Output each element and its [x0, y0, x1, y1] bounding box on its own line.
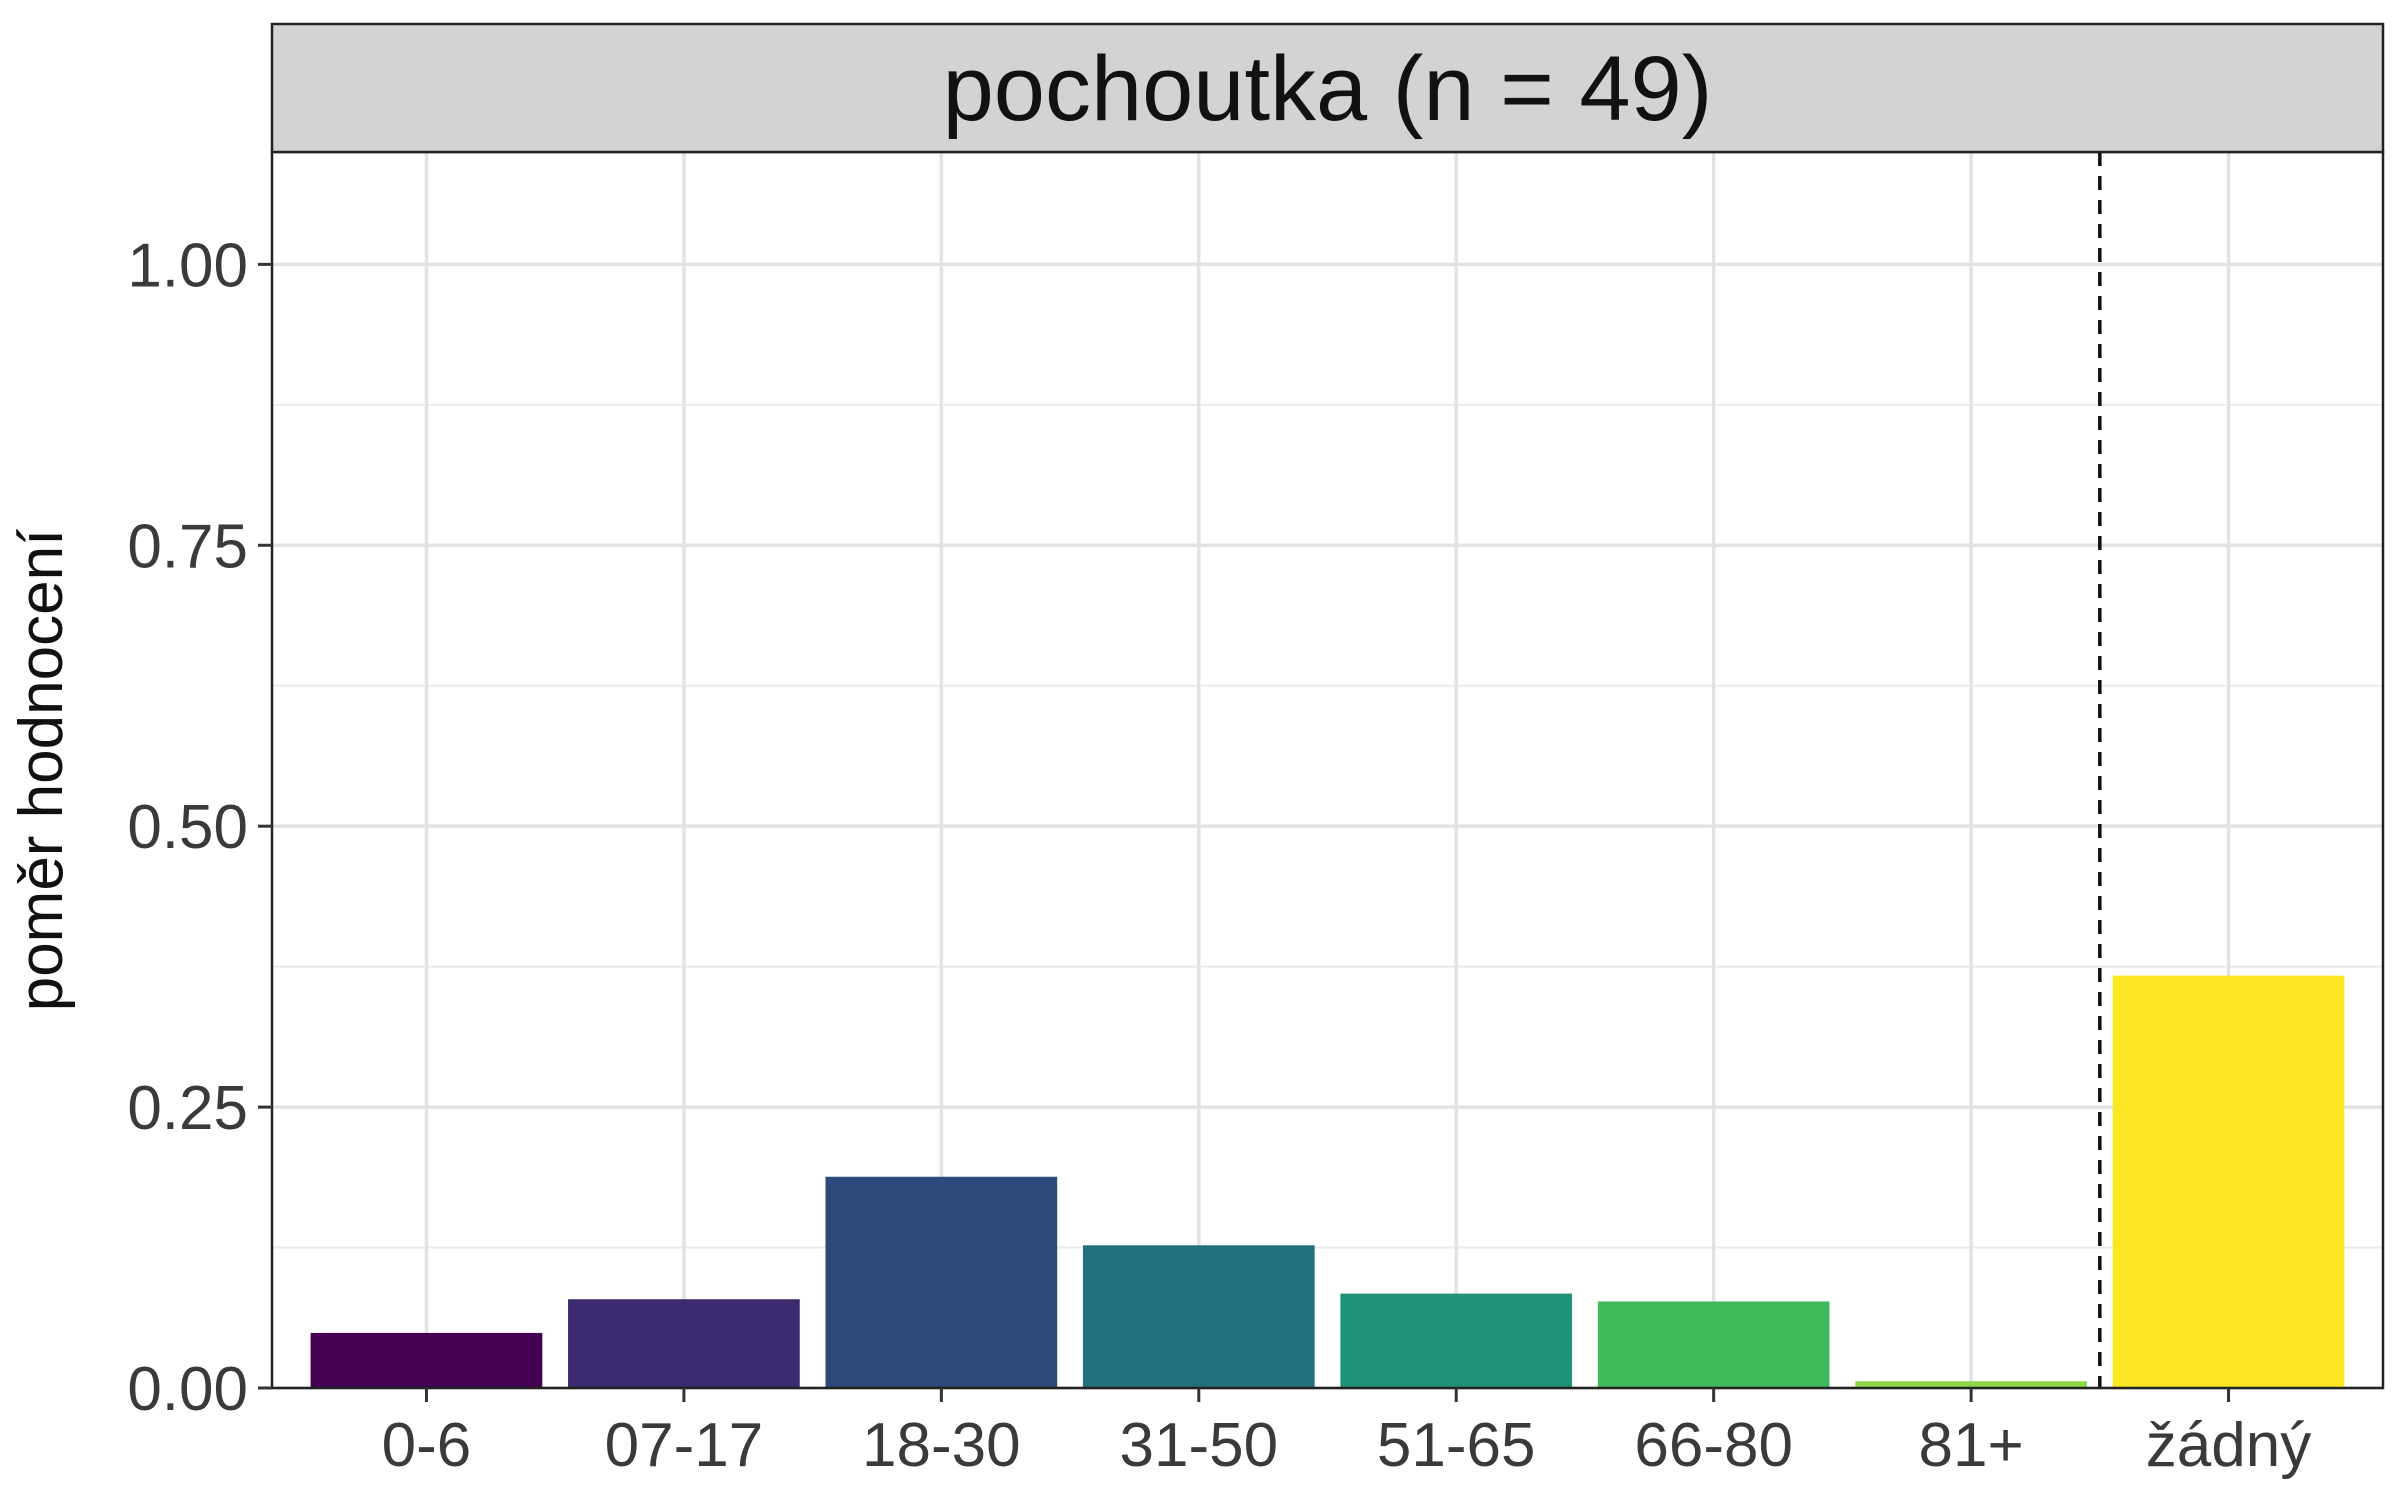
bar-66-80	[1597, 1301, 1830, 1388]
bar-18-30	[825, 1176, 1058, 1388]
gridlines	[272, 152, 2383, 1390]
x-tick-label: 66-80	[1634, 1411, 1793, 1480]
x-tick-label: žádný	[2146, 1411, 2311, 1480]
y-axis: 0.00 0.25 0.50 0.75 1.00	[127, 231, 272, 1424]
bar-81+	[1855, 1381, 2087, 1388]
facet-strip-background	[270, 22, 2385, 154]
x-tick-label: 51-65	[1377, 1411, 1536, 1480]
x-axis: 0-6 07-17 18-30 31-50 51-65 66-80 81+ žádný	[382, 1388, 2311, 1480]
bars	[310, 975, 2345, 1388]
y-tick-label: 0.25	[127, 1074, 248, 1143]
bar-07-17	[568, 1299, 800, 1388]
y-tick-label: 0.00	[127, 1355, 248, 1424]
x-tick-label: 81+	[1919, 1411, 2024, 1480]
y-tick-label: 1.00	[127, 231, 248, 300]
y-tick-label: 0.50	[127, 793, 248, 862]
x-tick-label: 07-17	[605, 1411, 764, 1480]
facet-strip: pochoutka (n = 49)	[270, 22, 2385, 154]
x-tick-label: 31-50	[1119, 1411, 1278, 1480]
bar-51-65	[1340, 1293, 1573, 1388]
bar-žádný	[2112, 975, 2345, 1388]
panel-border	[270, 150, 2385, 1390]
facet-title: pochoutka (n = 49)	[943, 38, 1713, 140]
y-tick-label: 0.75	[127, 512, 248, 581]
x-tick-label: 18-30	[862, 1411, 1021, 1480]
y-axis-title: poměr hodnocení	[7, 529, 76, 1012]
bar-31-50	[1082, 1245, 1315, 1388]
x-tick-label: 0-6	[382, 1411, 472, 1480]
bar-0-6	[310, 1332, 543, 1388]
